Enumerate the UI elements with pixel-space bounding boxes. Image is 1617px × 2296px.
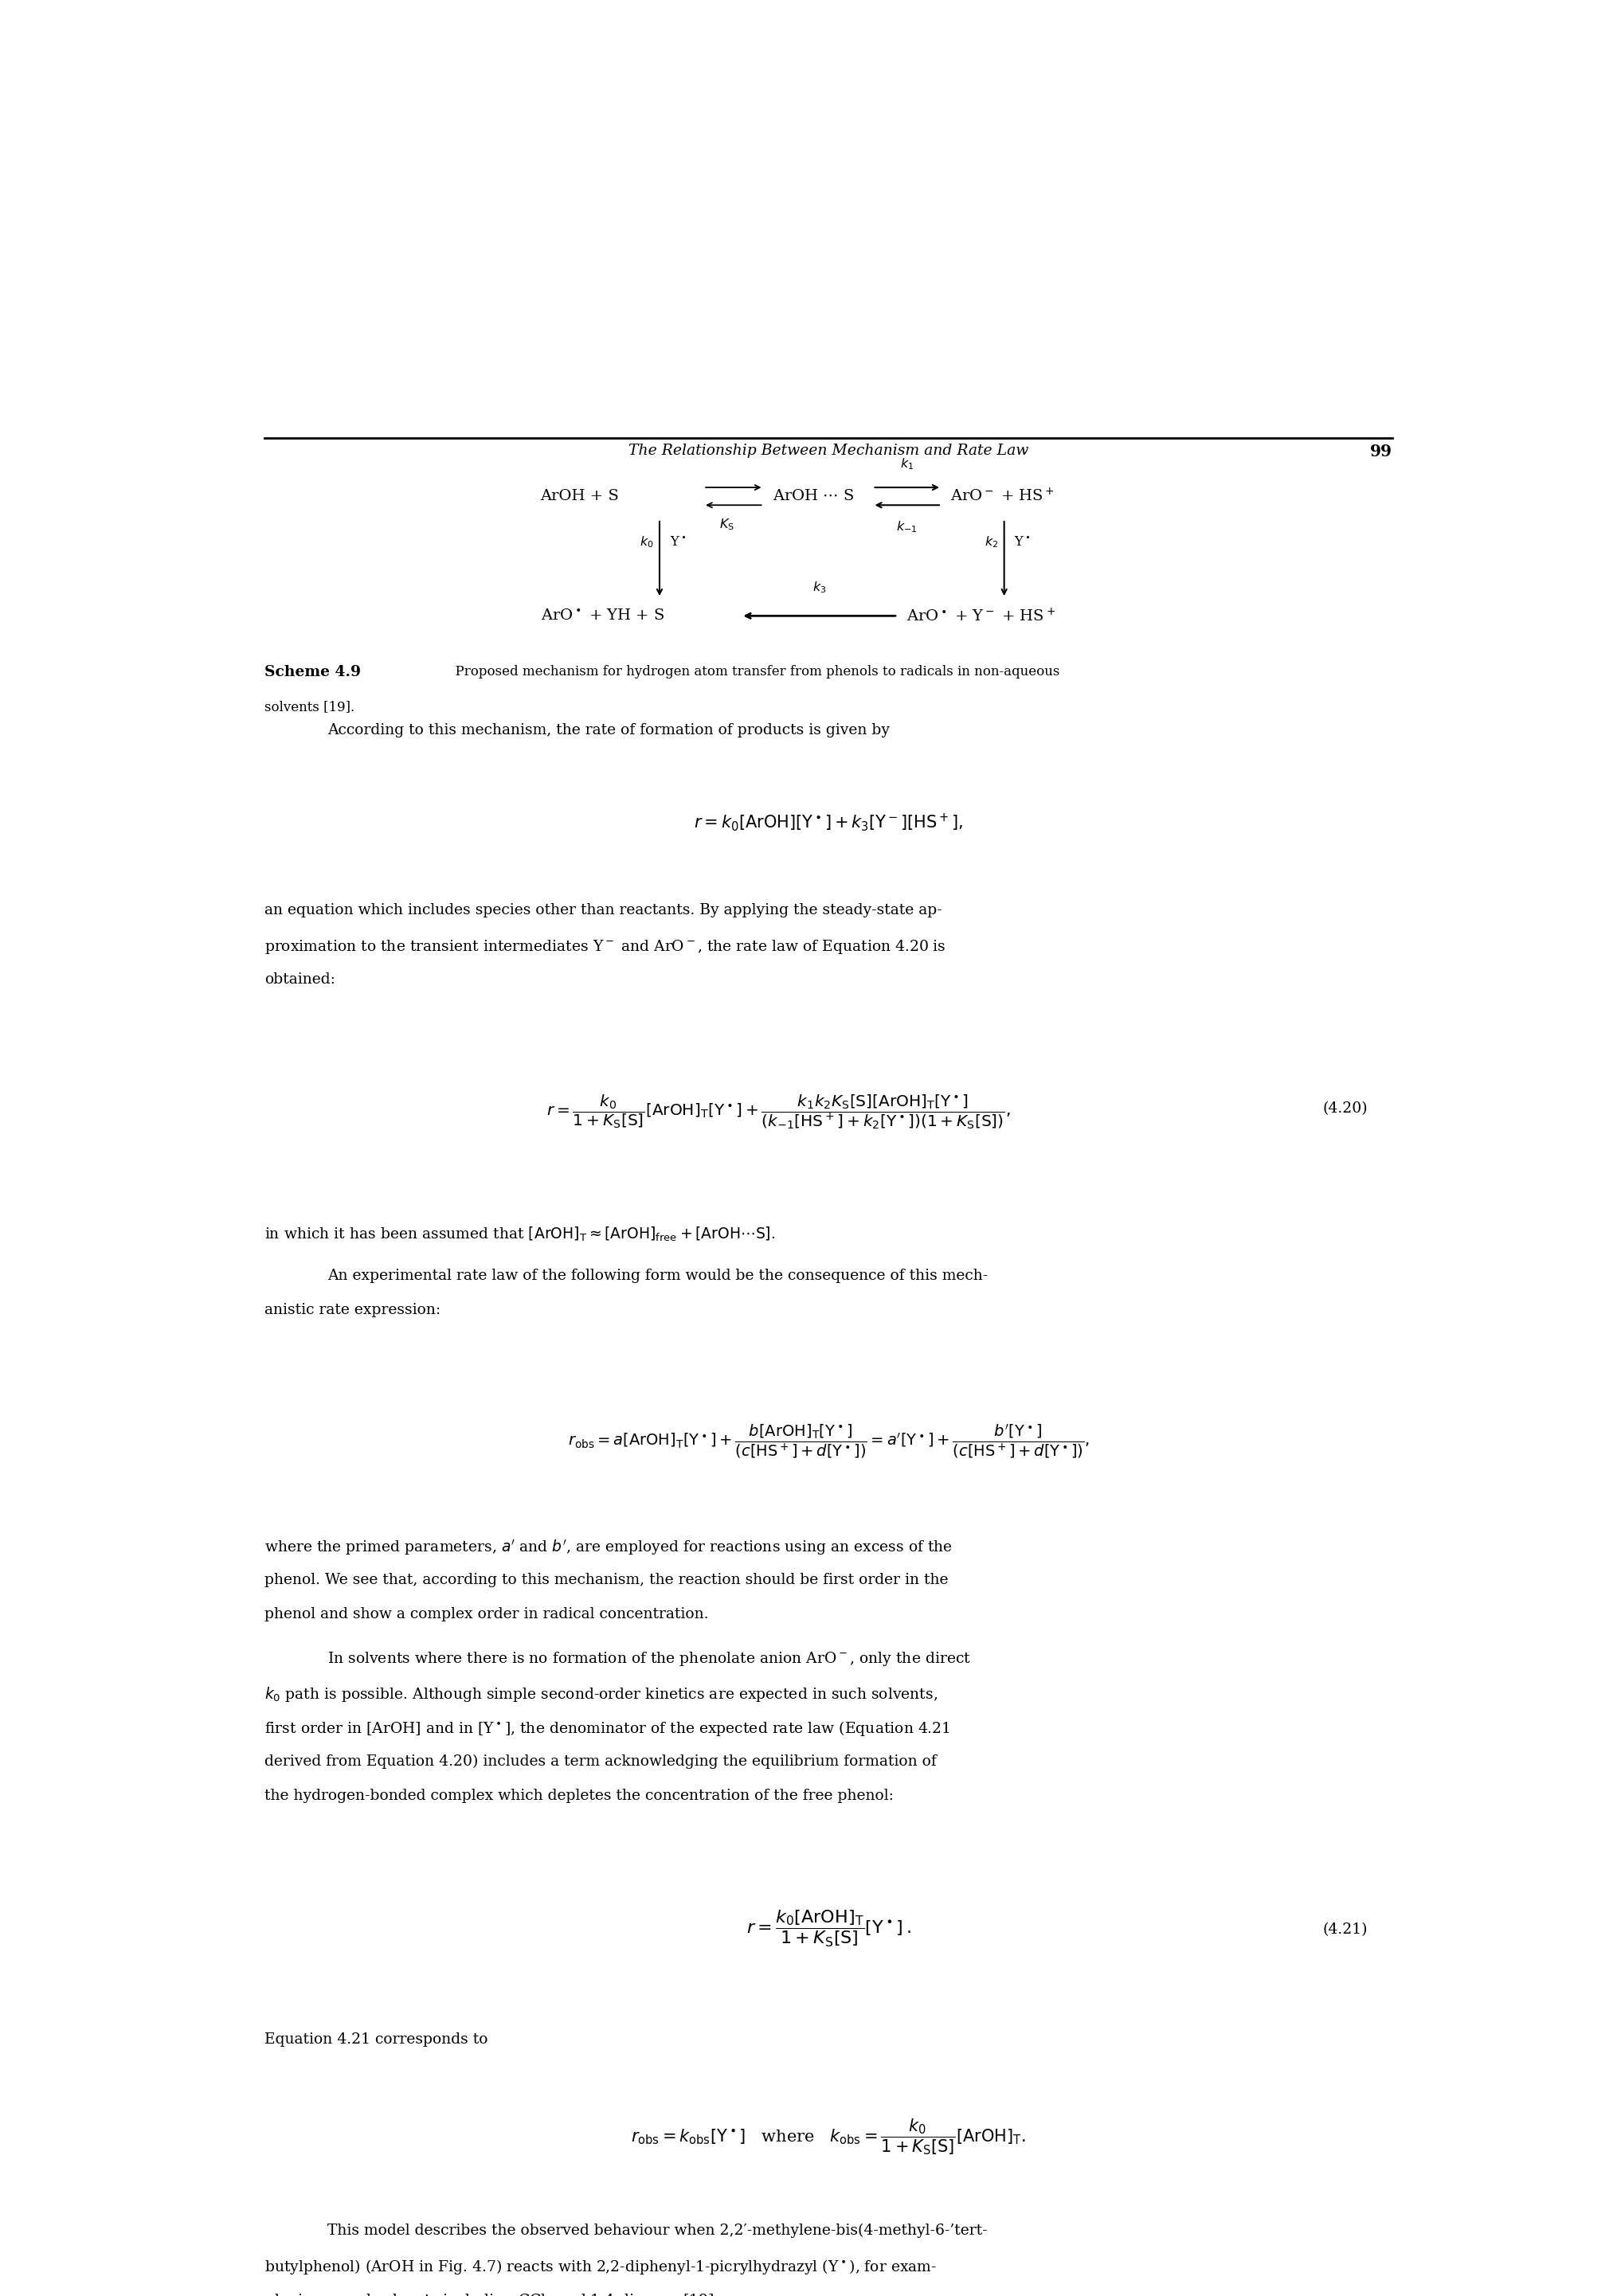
Text: obtained:: obtained: xyxy=(265,974,336,987)
Text: $k_0$ path is possible. Although simple second-order kinetics are expected in su: $k_0$ path is possible. Although simple … xyxy=(265,1685,938,1704)
Text: This model describes the observed behaviour when 2,2′-methylene-bis(4-methyl-6-’: This model describes the observed behavi… xyxy=(327,2223,988,2239)
Text: $k_3$: $k_3$ xyxy=(812,581,826,595)
Text: in which it has been assumed that $[\mathrm{ArOH}]_\mathrm{T} \approx [\mathrm{A: in which it has been assumed that $[\mat… xyxy=(265,1226,776,1242)
Text: $r_\mathrm{obs} = k_\mathrm{obs}[\mathrm{Y}^\bullet]$   where   $k_\mathrm{obs} : $r_\mathrm{obs} = k_\mathrm{obs}[\mathrm… xyxy=(631,2117,1027,2156)
Text: where the primed parameters, $a'$ and $b'$, are employed for reactions using an : where the primed parameters, $a'$ and $b… xyxy=(265,1538,952,1557)
Text: $k_{-1}$: $k_{-1}$ xyxy=(896,519,917,535)
Text: According to this mechanism, the rate of formation of products is given by: According to this mechanism, the rate of… xyxy=(327,723,889,737)
Text: $r_\mathrm{obs} = a[\mathrm{ArOH}]_\mathrm{T}[\mathrm{Y}^\bullet] + \dfrac{b[\ma: $r_\mathrm{obs} = a[\mathrm{ArOH}]_\math… xyxy=(568,1424,1090,1460)
Text: $r = \dfrac{k_0[\mathrm{ArOH}]_\mathrm{T}}{1 + K_\mathrm{S}[\mathrm{S}]}[\mathrm: $r = \dfrac{k_0[\mathrm{ArOH}]_\mathrm{T… xyxy=(747,1908,910,1949)
Text: phenol and show a complex order in radical concentration.: phenol and show a complex order in radic… xyxy=(265,1607,708,1621)
Text: $r = \dfrac{k_0}{1 + K_\mathrm{S}[\mathrm{S}]}[\mathrm{ArOH}]_\mathrm{T}[\mathrm: $r = \dfrac{k_0}{1 + K_\mathrm{S}[\mathr… xyxy=(547,1093,1011,1132)
Text: first order in [ArOH] and in [Y$^\bullet$], the denominator of the expected rate: first order in [ArOH] and in [Y$^\bullet… xyxy=(265,1720,951,1738)
Text: 99: 99 xyxy=(1370,443,1392,459)
Text: Equation 4.21 corresponds to: Equation 4.21 corresponds to xyxy=(265,2032,488,2046)
Text: ArO$^\bullet$ + Y$^-$ + HS$^+$: ArO$^\bullet$ + Y$^-$ + HS$^+$ xyxy=(907,608,1056,625)
Text: butylphenol) (ArOH in Fig. 4.7) reacts with 2,2-diphenyl-1-picrylhydrazyl (Y$^\b: butylphenol) (ArOH in Fig. 4.7) reacts w… xyxy=(265,2257,938,2275)
Text: An experimental rate law of the following form would be the consequence of this : An experimental rate law of the followin… xyxy=(327,1270,988,1283)
Text: The Relationship Between Mechanism and Rate Law: The Relationship Between Mechanism and R… xyxy=(629,443,1028,457)
Text: ArOH + S: ArOH + S xyxy=(540,489,619,503)
Text: Y$^\bullet$: Y$^\bullet$ xyxy=(669,535,686,549)
Text: proximation to the transient intermediates Y$^-$ and ArO$^-$, the rate law of Eq: proximation to the transient intermediat… xyxy=(265,939,946,955)
Text: the hydrogen-bonded complex which depletes the concentration of the free phenol:: the hydrogen-bonded complex which deplet… xyxy=(265,1789,894,1802)
Text: Scheme 4.9: Scheme 4.9 xyxy=(265,666,361,680)
Text: Proposed mechanism for hydrogen atom transfer from phenols to radicals in non-aq: Proposed mechanism for hydrogen atom tra… xyxy=(446,666,1059,677)
Text: ArO$^-$ + HS$^+$: ArO$^-$ + HS$^+$ xyxy=(951,487,1054,505)
Text: an equation which includes species other than reactants. By applying the steady-: an equation which includes species other… xyxy=(265,905,943,918)
Text: solvents [19].: solvents [19]. xyxy=(265,700,356,714)
Text: ple, in several solvents including CCl$_4$ and 1,4-dioxane [19].: ple, in several solvents including CCl$_… xyxy=(265,2291,720,2296)
Text: anistic rate expression:: anistic rate expression: xyxy=(265,1304,441,1318)
Text: In solvents where there is no formation of the phenolate anion ArO$^-$, only the: In solvents where there is no formation … xyxy=(327,1651,972,1667)
Text: phenol. We see that, according to this mechanism, the reaction should be first o: phenol. We see that, according to this m… xyxy=(265,1573,949,1587)
Text: Y$^\bullet$: Y$^\bullet$ xyxy=(1014,535,1030,549)
Text: ArOH $\cdots$ S: ArOH $\cdots$ S xyxy=(773,489,854,503)
Text: derived from Equation 4.20) includes a term acknowledging the equilibrium format: derived from Equation 4.20) includes a t… xyxy=(265,1754,936,1768)
Text: ArO$^\bullet$ + YH + S: ArO$^\bullet$ + YH + S xyxy=(540,608,665,622)
Text: $k_1$: $k_1$ xyxy=(901,457,914,471)
Text: $k_0$: $k_0$ xyxy=(639,535,653,549)
Text: $k_2$: $k_2$ xyxy=(985,535,998,549)
Text: (4.21): (4.21) xyxy=(1323,1922,1368,1938)
Text: $K_\mathrm{S}$: $K_\mathrm{S}$ xyxy=(720,517,734,533)
Text: $r = k_0[\mathrm{ArOH}][\mathrm{Y}^\bullet] + k_3[\mathrm{Y}^-][\mathrm{HS}^+],$: $r = k_0[\mathrm{ArOH}][\mathrm{Y}^\bull… xyxy=(694,810,964,833)
Text: (4.20): (4.20) xyxy=(1323,1102,1368,1116)
